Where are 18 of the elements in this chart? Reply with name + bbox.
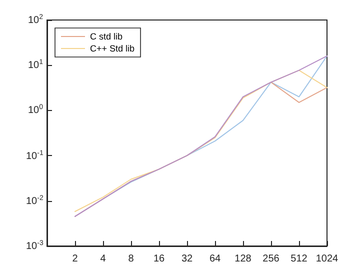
x-tick-label: 4 (100, 254, 106, 264)
y-tick-label: 10$^{2}$ (28, 14, 44, 27)
x-tick-label: 2 (72, 254, 78, 264)
y-tick-label: 10$^{-2}$ (26, 194, 44, 208)
x-tick-label: 8 (128, 254, 134, 264)
y-tick-label: 10$^{1}$ (28, 59, 44, 72)
y-tick-label: 10$^{0}$ (28, 104, 44, 118)
x-tick-label: 512 (290, 254, 308, 264)
y-tick-label: 10$^{-1}$ (26, 150, 44, 163)
x-tick-label: 256 (262, 254, 280, 264)
x-tick-label: 64 (209, 254, 221, 264)
x-tick-label: 32 (181, 254, 193, 264)
y-tick-label: 10$^{-3}$ (26, 240, 44, 253)
legend-label: C++ Std lib (90, 44, 135, 54)
x-tick-label: 128 (234, 254, 252, 264)
x-tick-label: 1024 (316, 254, 339, 264)
legend-label: C std lib (90, 32, 123, 42)
x-tick-label: 16 (153, 254, 165, 264)
